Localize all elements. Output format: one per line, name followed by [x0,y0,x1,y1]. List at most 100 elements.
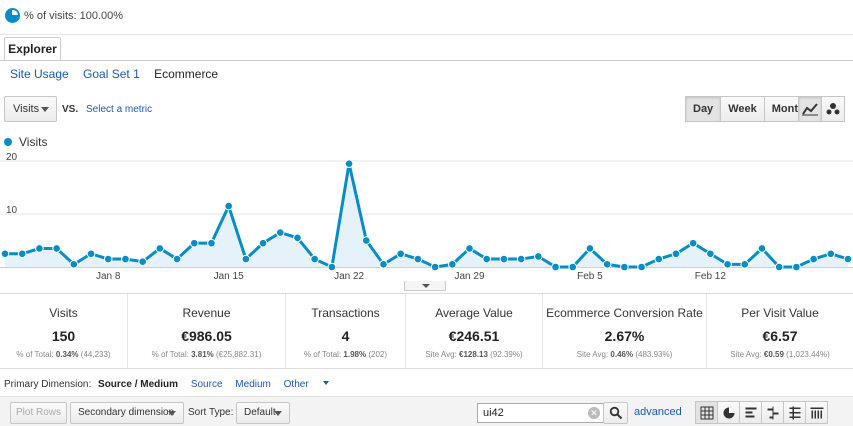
data-point [138,257,147,266]
data-point [516,254,526,264]
pie-chart-icon [5,8,20,23]
data-point [17,249,27,259]
pie-icon [723,407,734,418]
scorecard-title: Per Visit Value [741,306,819,320]
bar-icon [745,407,756,417]
data-point [723,260,732,269]
performance-view-button[interactable] [739,401,762,424]
percent-of-visits: % of visits: 100.00% [24,10,124,22]
data-point [396,249,405,259]
subtab-site-usage[interactable]: Site Usage [10,67,69,81]
sort-type-label: Sort Type: [188,407,234,418]
scorecard-value: €986.05 [181,328,232,344]
data-point [69,260,79,269]
data-point [774,262,784,272]
scorecard-revenue: Revenue €986.05 % of Total: 3.81% (€25,8… [128,294,286,368]
x-tick-label: Jan 22 [334,271,364,282]
search-button[interactable] [603,402,628,424]
data-point [275,228,285,237]
line-chart-icon [802,103,818,116]
chart-type-toggle [798,96,845,122]
dimension-other[interactable]: Other [284,379,339,390]
comparison-view-button[interactable] [761,401,784,424]
select-metric-link[interactable]: Select a metric [86,104,153,115]
vs-label: VS. [62,104,79,115]
dimension-medium[interactable]: Medium [235,379,271,390]
secondary-dimension-dropdown[interactable]: Secondary dimension [70,402,184,424]
subtab-ecommerce[interactable]: Ecommerce [154,67,219,81]
scorecard-subtext: % of Total: 0.34% (44,233) [16,350,111,359]
dimension-source[interactable]: Source [190,379,223,390]
metric-dropdown-label: Visits [13,103,40,115]
metric-dropdown[interactable]: Visits [4,96,57,122]
primary-dimension-label: Primary Dimension: [4,379,92,390]
chevron-down-icon [168,411,176,416]
data-point [258,238,268,248]
chevron-down-icon [274,411,282,416]
data-point [103,254,113,264]
period-toggle: Day Week Month [685,96,813,122]
data-point [843,254,853,264]
sort-type-dropdown[interactable]: Default [236,402,290,424]
pivot-icon [789,406,800,419]
plot-rows-button[interactable]: Plot Rows [10,402,67,424]
data-point [688,238,698,248]
data-point [534,252,543,261]
subtab-goal-set-1[interactable]: Goal Set 1 [83,67,140,81]
data-point [224,201,233,211]
comparison-icon [767,406,778,419]
motion-chart-button[interactable] [821,96,845,122]
advanced-filter-link[interactable]: advanced [634,406,682,418]
series-dot-icon [4,138,12,146]
scorecard-transactions: Transactions 4 % of Total: 1.98% (202) [286,294,406,368]
x-tick-label: Feb 5 [577,271,603,282]
data-point [792,262,801,272]
line-chart-button[interactable] [798,96,822,122]
data-point [585,244,595,253]
term-cloud-view-button[interactable] [783,401,806,424]
data-point [52,244,61,253]
data-point [499,254,509,264]
scorecard-title: Transactions [311,306,380,320]
search-icon [609,406,622,420]
day-button[interactable]: Day [685,96,722,122]
data-point [448,260,457,269]
scorecard-value: €246.51 [448,328,500,344]
data-table-view-button[interactable] [695,401,718,424]
pie-view-button[interactable] [717,401,740,424]
pivot-view-button[interactable] [805,401,828,424]
chart-legend: Visits [4,135,47,149]
data-point [207,238,216,248]
scorecard-value: 150 [51,328,76,344]
scorecard-value: €6.57 [762,328,798,344]
week-button[interactable]: Week [720,96,765,122]
data-point [551,262,560,272]
table-search-input[interactable]: ui42 ✕ [477,403,604,423]
data-point [121,254,130,264]
scorecard-title: Revenue [182,306,231,320]
y-tick-label: 10 [6,205,18,216]
search-input-value: ui42 [483,407,504,419]
tab-divider [0,60,853,61]
scorecard-title: Visits [49,306,78,320]
table-view-toggle [695,401,828,424]
data-point [35,244,44,253]
collapse-chart-handle[interactable] [404,281,446,291]
tab-explorer[interactable]: Explorer [4,37,61,61]
data-point [637,262,646,272]
data-point [568,262,578,272]
data-point [413,254,423,264]
scorecard-subtext: Site Avg: €128.13 (92.39%) [425,350,523,359]
data-point [344,159,354,168]
data-point [620,262,629,272]
clear-icon[interactable]: ✕ [588,407,600,419]
data-point [86,249,96,259]
data-point [379,260,388,269]
x-tick-label: Feb 12 [695,271,727,282]
grid-icon [700,406,713,419]
scorecard-value: 2.67% [604,328,645,344]
dimension-source-medium[interactable]: Source / Medium [98,379,179,390]
scorecard-title: Ecommerce Conversion Rate [546,306,703,320]
chevron-down-icon [322,381,329,385]
scorecard-subtext: Site Avg: 0.46% (483.93%) [576,350,673,359]
